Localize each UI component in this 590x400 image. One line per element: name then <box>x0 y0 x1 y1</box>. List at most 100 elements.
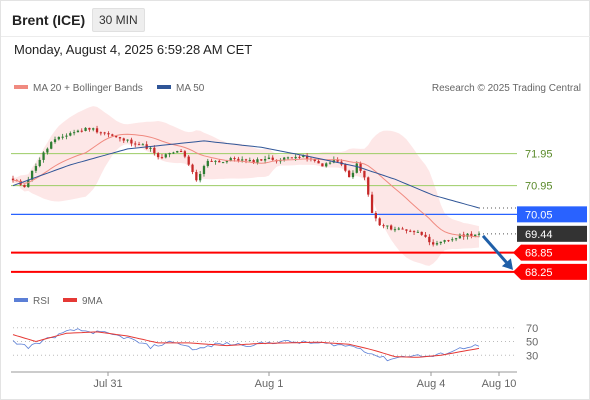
candle-body <box>141 144 145 146</box>
support-label: 68.85 <box>525 248 553 260</box>
candle-body <box>241 159 244 161</box>
candle-body <box>256 159 259 163</box>
last-price-box <box>517 225 587 242</box>
candle-body <box>72 132 76 134</box>
candle-body <box>122 138 125 141</box>
candle-body <box>252 160 255 163</box>
candle-body <box>321 163 324 167</box>
candle-body <box>76 130 80 133</box>
candle-body <box>11 178 15 181</box>
level-labels: 71.95 70.95 70.05 69.44 68.85 68.25 <box>513 149 587 280</box>
candle-body <box>30 170 34 180</box>
candle-body <box>332 159 335 163</box>
candle-body <box>378 218 381 226</box>
candle-body <box>126 139 129 141</box>
support-label-box <box>513 244 587 261</box>
candle-body <box>451 239 454 241</box>
ma50-legend-label: MA 50 <box>176 83 205 94</box>
candle-body <box>344 164 347 171</box>
candle-body <box>443 240 446 242</box>
candle-body <box>317 160 320 164</box>
candle-body <box>244 159 248 161</box>
resistance-label: 71.95 <box>525 149 553 161</box>
candle-body <box>153 147 156 154</box>
candle-body <box>359 163 362 171</box>
candle-body <box>298 156 301 158</box>
candle-body <box>46 148 49 153</box>
candle-body <box>69 133 72 136</box>
candle-body <box>195 172 198 181</box>
candle-body <box>92 128 95 130</box>
candle-body <box>435 243 439 245</box>
candle-body <box>168 152 171 155</box>
candle-body <box>99 132 102 134</box>
rsi-ma-legend-label: 9MA <box>82 296 103 307</box>
rsi-tick-label: 50 <box>526 337 538 349</box>
candle-body <box>88 127 91 130</box>
candle-body <box>103 132 106 134</box>
candle-body <box>286 157 290 159</box>
candle-body <box>374 212 378 219</box>
candle-body <box>412 231 416 233</box>
ma20-legend-swatch <box>14 85 28 89</box>
candle-body <box>420 231 423 235</box>
candle-body <box>95 128 99 133</box>
ma50-line <box>12 140 480 209</box>
candle-body <box>325 163 328 167</box>
candle-body <box>160 157 164 159</box>
candle-body <box>439 241 442 244</box>
candle-body <box>114 135 118 138</box>
resistance-label: 70.95 <box>525 181 553 193</box>
x-tick-label: Jul 31 <box>93 378 122 390</box>
candle-body <box>470 233 473 237</box>
x-tick-label: Aug 4 <box>417 378 446 390</box>
candle-body <box>84 127 87 131</box>
candle-body <box>233 158 236 160</box>
candle-body <box>176 151 179 153</box>
x-axis: Jul 31 Aug 1 Aug 4 Aug 10 <box>93 372 516 390</box>
candle-body <box>390 225 393 230</box>
key-levels <box>11 153 517 273</box>
candle-body <box>179 151 183 153</box>
candle-body <box>405 229 408 231</box>
candle-body <box>382 225 385 227</box>
candle-body <box>386 225 389 227</box>
candle-body <box>149 147 152 149</box>
candle-body <box>393 229 397 231</box>
candle-body <box>477 233 481 235</box>
candle-body <box>187 156 190 165</box>
candle-body <box>409 230 412 232</box>
candle-body <box>237 158 240 161</box>
candle-body <box>80 130 83 132</box>
candle-body <box>347 170 351 178</box>
candle-body <box>428 236 431 243</box>
candle-body <box>27 179 30 188</box>
candle-body <box>191 164 194 173</box>
candle-body <box>267 157 271 160</box>
candle-body <box>107 133 110 135</box>
rsi-tick-label: 30 <box>526 350 538 362</box>
candle-body <box>65 135 68 137</box>
candle-body <box>328 162 332 164</box>
candle-body <box>111 134 114 136</box>
candle-body <box>305 155 309 159</box>
candle-body <box>221 162 225 164</box>
ma20-legend-label: MA 20 + Bollinger Bands <box>33 83 143 94</box>
candle-body <box>260 159 263 161</box>
candle-body <box>336 159 339 162</box>
candle-body <box>118 137 122 139</box>
forecast <box>481 234 513 270</box>
candle-body <box>458 234 462 239</box>
candle-body <box>134 143 137 145</box>
candle-body <box>290 157 293 159</box>
timeframe-badge[interactable]: 30 MIN <box>92 8 145 32</box>
header-divider <box>1 36 590 37</box>
candle-body <box>424 234 427 237</box>
candle-body <box>370 194 374 213</box>
candle-body <box>172 152 175 154</box>
support-label-box <box>513 263 587 280</box>
pivot-label-box <box>517 206 587 223</box>
candle-body <box>416 231 420 233</box>
